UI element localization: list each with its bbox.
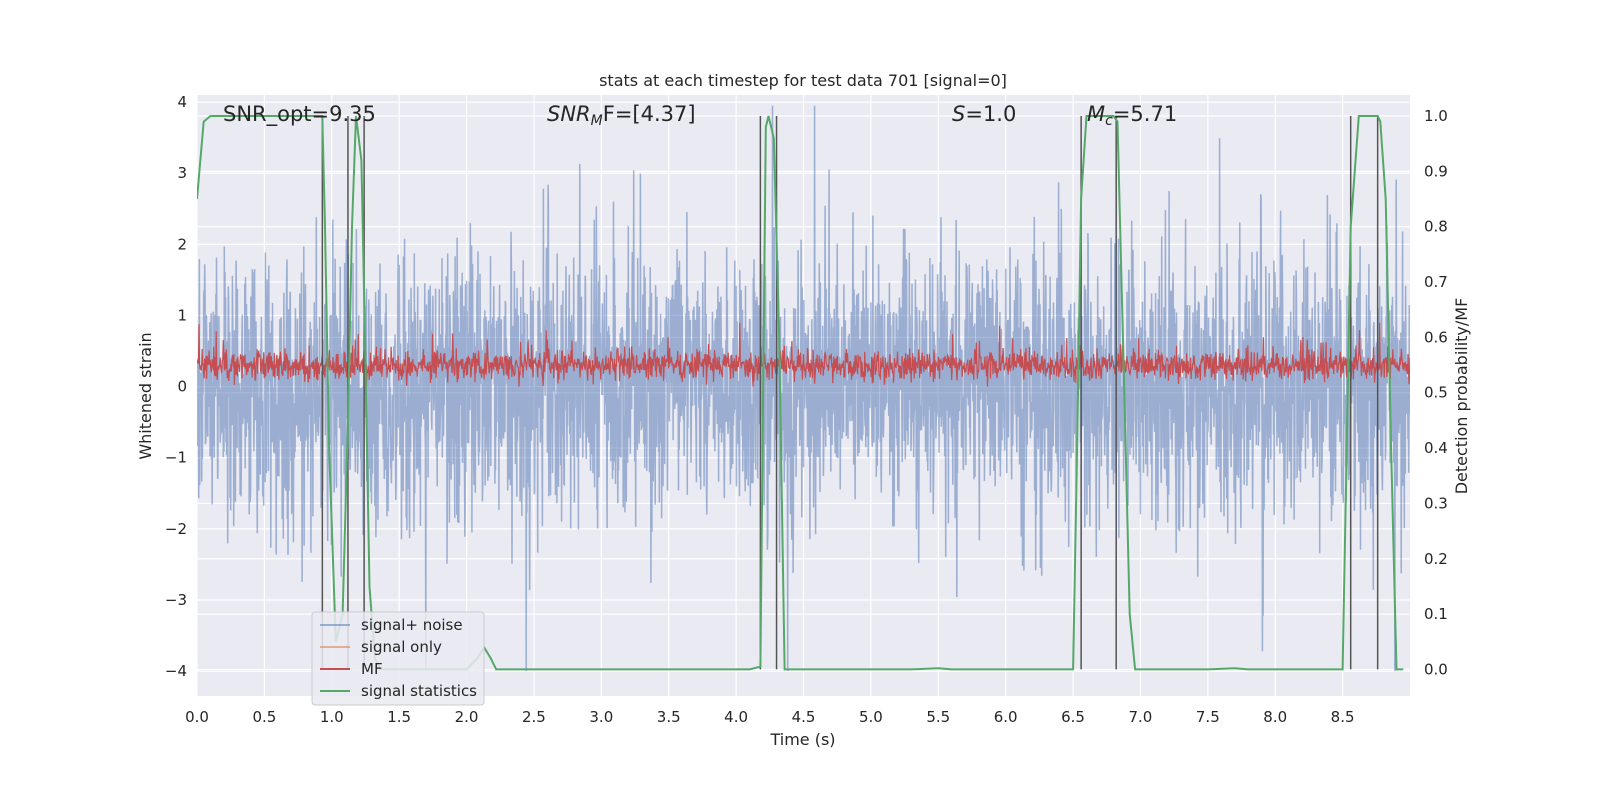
annotation-mc-value: =5.71 <box>1113 102 1177 126</box>
annotation-snr-mf-label: SNR <box>547 102 591 126</box>
y-tick-label-right: 0.5 <box>1424 384 1448 402</box>
x-tick-label: 7.5 <box>1196 708 1220 726</box>
x-tick-label: 8.5 <box>1331 708 1355 726</box>
y-tick-label-left: 1 <box>177 306 187 324</box>
annotation-snr-mf-rest: F=[4.37] <box>603 102 696 126</box>
x-tick-label: 5.0 <box>859 708 883 726</box>
x-tick-label: 7.0 <box>1129 708 1153 726</box>
legend-label-signal-only: signal only <box>361 638 442 656</box>
annotation-mc-sub: c <box>1105 113 1113 129</box>
series-signal-noise-line <box>197 105 1410 672</box>
x-tick-label: 2.0 <box>455 708 479 726</box>
y-tick-label-right: 0.9 <box>1424 162 1448 180</box>
x-tick-label: 1.5 <box>387 708 411 726</box>
y-tick-label-right: 0.2 <box>1424 550 1448 568</box>
y-tick-labels-right: 0.0 0.1 0.2 0.3 0.4 0.5 0.6 0.7 0.8 0.9 1.0 <box>1424 107 1448 678</box>
annotation-s-label: S <box>952 102 965 126</box>
y-tick-label-left: −4 <box>165 662 187 680</box>
x-tick-label: 5.5 <box>926 708 950 726</box>
y-tick-label-left: −1 <box>165 449 187 467</box>
legend-box <box>311 611 485 706</box>
series-signal-statistics-line <box>197 115 1404 671</box>
y-tick-label-left: −2 <box>165 520 187 538</box>
annotation-snr-mf-sub: M <box>591 113 603 129</box>
legend-label-signal-statistics: signal statistics <box>361 682 477 700</box>
y-tick-label-left: 4 <box>177 93 187 111</box>
y-tick-label-right: 0.3 <box>1424 494 1448 512</box>
legend-label-mf: MF <box>361 660 383 678</box>
annotation-snr-mf: SNRMF=[4.37] <box>547 102 696 129</box>
legend: signal+ noise signal only MF signal stat… <box>311 611 485 706</box>
y-tick-label-right: 0.1 <box>1424 605 1448 623</box>
y-tick-label-right: 0.6 <box>1424 328 1448 346</box>
y-tick-label-right: 0.7 <box>1424 273 1448 291</box>
x-tick-label: 2.5 <box>522 708 546 726</box>
x-tick-labels: 0.0 0.5 1.0 1.5 2.0 2.5 3.0 3.5 4.0 4.5 5.0 5.5 6.0 6… <box>185 708 1354 726</box>
x-tick-label: 6.0 <box>994 708 1018 726</box>
y-tick-labels-left: −4 −3 −2 −1 0 1 2 3 4 <box>165 93 187 680</box>
y-tick-label-right: 0.8 <box>1424 218 1448 236</box>
annotation-mc: Mc=5.71 <box>1087 102 1177 129</box>
y-tick-label-left: −3 <box>165 591 187 609</box>
y-axis-label-right: Detection probability/MF <box>1452 298 1471 495</box>
x-tick-label: 0.0 <box>185 708 209 726</box>
y-tick-label-right: 0.0 <box>1424 660 1448 678</box>
y-tick-label-right: 0.4 <box>1424 439 1448 457</box>
x-tick-label: 6.5 <box>1061 708 1085 726</box>
y-tick-label-left: 3 <box>177 164 187 182</box>
y-tick-label-left: 0 <box>177 378 187 396</box>
x-tick-label: 0.5 <box>252 708 276 726</box>
y-axis-label-left: Whitened strain <box>136 332 155 459</box>
annotation-s-value: =1.0 <box>965 102 1016 126</box>
x-tick-label: 3.0 <box>589 708 613 726</box>
y-tick-label-right: 1.0 <box>1424 107 1448 125</box>
x-tick-label: 8.0 <box>1263 708 1287 726</box>
annotation-snr-opt: SNR_opt=9.35 <box>223 102 376 127</box>
y-tick-label-left: 2 <box>177 235 187 253</box>
x-tick-label: 4.5 <box>792 708 816 726</box>
x-tick-label: 4.0 <box>724 708 748 726</box>
annotation-mc-label: M <box>1087 102 1105 126</box>
x-tick-label: 3.5 <box>657 708 681 726</box>
x-tick-label: 1.0 <box>320 708 344 726</box>
x-axis-label: Time (s) <box>769 730 835 749</box>
annotation-s: S=1.0 <box>952 102 1016 126</box>
chart-title: stats at each timestep for test data 701… <box>599 71 1007 90</box>
series-mf-line <box>197 322 1410 387</box>
legend-label-signal-noise: signal+ noise <box>361 616 463 634</box>
